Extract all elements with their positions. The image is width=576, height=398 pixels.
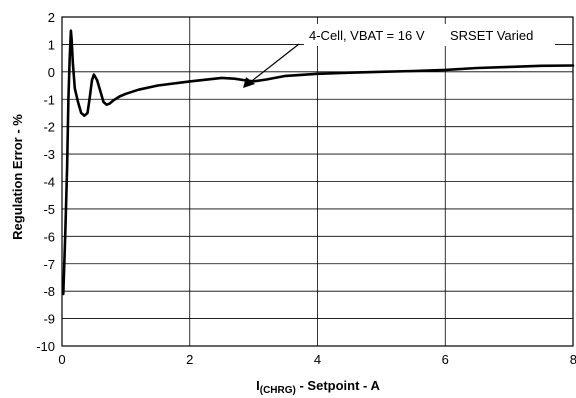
y-tick-label: 1 [48,37,55,52]
y-tick-label: 0 [48,65,55,80]
y-tick-label: -6 [43,229,55,244]
x-tick-label: 6 [442,352,449,367]
y-tick-label: -7 [43,257,55,272]
x-axis-title-sub: (CHRG) [260,385,296,396]
y-tick-label: -4 [43,175,55,190]
x-axis-title-main: I [256,378,260,393]
y-axis-title: Regulation Error - % [10,114,25,240]
y-tick-label: -10 [36,339,55,354]
y-tick-label: -3 [43,147,55,162]
x-tick-label: 0 [58,352,65,367]
x-axis-title: I(CHRG) - Setpoint - A [256,378,380,396]
y-tick-label: -1 [43,92,55,107]
y-tick-label: 2 [48,10,55,25]
y-tick-labels: 2 1 0 -1 -2 -3 -4 -5 -6 -7 -8 -9 -10 [36,10,55,354]
series-line [62,29,575,296]
plot-frame [61,16,574,347]
x-tick-label: 2 [186,352,193,367]
annotation-leader-line [247,43,300,85]
y-tick-label: -5 [43,202,55,217]
x-tick-label: 4 [314,352,321,367]
condition-annotation: SRSET Varied [450,28,533,43]
x-tick-labels: 0 2 4 6 8 [58,352,576,367]
y-tick-label: -9 [43,312,55,327]
y-tick-label: -8 [43,284,55,299]
series-label-background [304,24,444,46]
series-annotation: 4-Cell, VBAT = 16 V [309,28,425,43]
y-tick-label: -2 [43,120,55,135]
x-axis-title-rest: - Setpoint - A [296,378,381,393]
x-tick-label: 8 [570,352,576,367]
condition-label-background [443,24,555,46]
